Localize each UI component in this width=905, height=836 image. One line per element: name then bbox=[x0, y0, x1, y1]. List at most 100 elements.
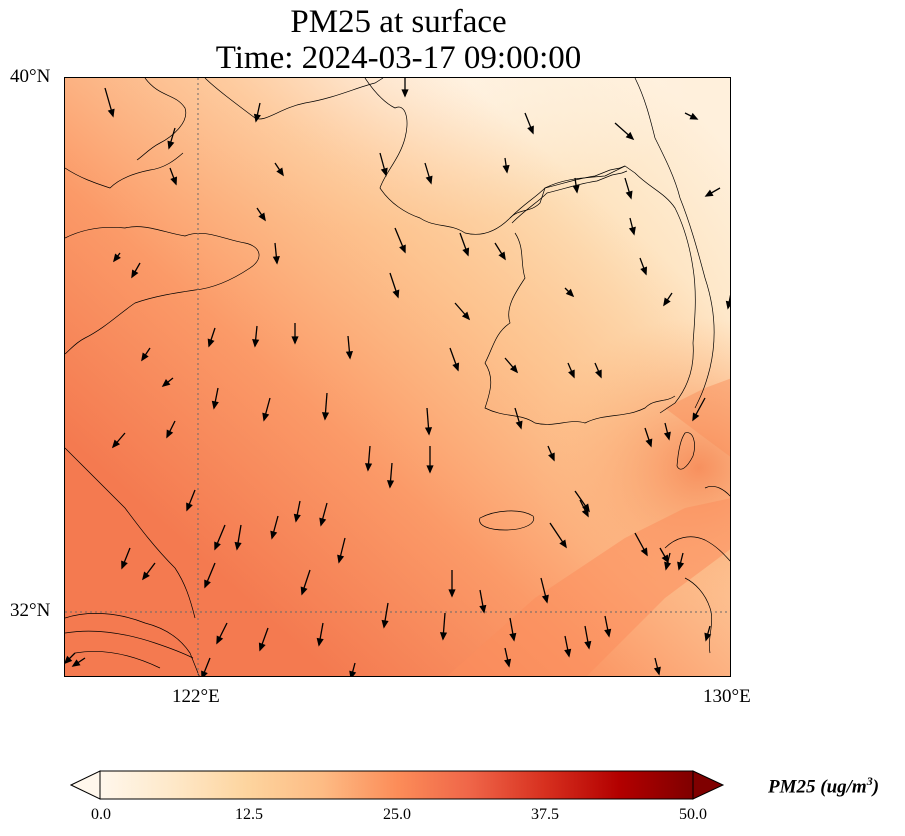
wind-arrow bbox=[131, 262, 141, 279]
wind-arrow bbox=[262, 397, 271, 422]
wind-arrow bbox=[634, 532, 648, 557]
wind-arrow bbox=[258, 627, 269, 652]
wind-arrow bbox=[514, 407, 523, 430]
wind-arrow bbox=[161, 377, 174, 388]
wind-arrow bbox=[448, 570, 456, 598]
wind-arrow bbox=[704, 625, 712, 642]
wind-arrow bbox=[207, 327, 216, 348]
wind-vectors bbox=[65, 78, 730, 676]
map-title-line2: Time: 2024-03-17 09:00:00 bbox=[215, 40, 582, 76]
wind-arrow bbox=[644, 427, 653, 448]
wind-arrow bbox=[113, 252, 121, 263]
wind-arrow bbox=[459, 232, 470, 257]
wind-arrow bbox=[454, 302, 471, 321]
wind-arrow bbox=[504, 647, 512, 668]
wind-arrow bbox=[253, 102, 261, 123]
wind-arrow bbox=[300, 569, 311, 596]
wind-arrow bbox=[389, 272, 400, 299]
wind-arrow bbox=[424, 407, 433, 436]
wind-arrow bbox=[71, 657, 86, 667]
colorbar-tick-25: 25.0 bbox=[383, 806, 411, 823]
wind-arrow bbox=[664, 552, 672, 571]
colorbar-extend-max bbox=[692, 770, 725, 800]
wind-arrow bbox=[547, 445, 555, 462]
wind-arrow bbox=[584, 625, 592, 650]
wind-arrow bbox=[540, 577, 549, 604]
wind-arrow bbox=[426, 446, 434, 474]
wind-arrow bbox=[639, 257, 648, 276]
wind-arrow bbox=[394, 227, 406, 254]
wind-arrow bbox=[725, 294, 730, 310]
wind-arrow bbox=[449, 347, 460, 372]
wind-arrow bbox=[104, 87, 115, 118]
coastline-north-china bbox=[65, 78, 511, 235]
wind-arrow bbox=[293, 500, 301, 523]
coastline-jiangsu bbox=[65, 447, 200, 676]
pm25-field bbox=[65, 78, 730, 676]
wind-arrow bbox=[121, 547, 131, 570]
wind-arrow bbox=[256, 207, 266, 222]
wind-arrow bbox=[653, 657, 661, 676]
coastline-shandong bbox=[65, 226, 260, 355]
wind-arrow bbox=[659, 547, 669, 564]
wind-arrow bbox=[479, 589, 487, 614]
wind-arrow bbox=[319, 502, 328, 527]
wind-arrow bbox=[692, 397, 706, 422]
lat-label-40n: 40°N bbox=[10, 66, 51, 87]
wind-arrow bbox=[321, 392, 330, 421]
wind-arrow bbox=[401, 78, 409, 98]
wind-arrow bbox=[214, 524, 226, 551]
colorbar-label: PM25 (ug/m3) bbox=[768, 774, 880, 798]
wind-arrow bbox=[386, 462, 395, 489]
coastline-kyushu bbox=[664, 485, 730, 654]
map-panel[interactable] bbox=[64, 77, 731, 677]
wind-arrow bbox=[663, 292, 673, 307]
wind-arrow bbox=[272, 242, 280, 265]
wind-arrow bbox=[524, 112, 534, 135]
wind-arrow bbox=[141, 347, 151, 362]
colorbar-tick-12-5: 12.5 bbox=[235, 806, 263, 823]
wind-arrow bbox=[579, 499, 589, 518]
wind-arrow bbox=[439, 612, 448, 641]
lon-label-122e: 122°E bbox=[172, 686, 220, 707]
wind-arrow bbox=[663, 422, 671, 441]
wind-arrow bbox=[572, 177, 580, 194]
wind-arrow bbox=[379, 152, 388, 177]
wind-arrow bbox=[594, 362, 602, 379]
wind-arrow bbox=[345, 335, 353, 360]
coastline-korea-south bbox=[484, 232, 676, 425]
wind-arrow bbox=[564, 635, 572, 658]
wind-arrow bbox=[234, 524, 242, 551]
colorbar bbox=[70, 770, 725, 800]
wind-arrow bbox=[316, 622, 324, 647]
coastlines bbox=[65, 78, 730, 676]
wind-arrow bbox=[166, 420, 176, 439]
colorbar-extend-min bbox=[70, 770, 101, 800]
wind-arrow bbox=[211, 387, 219, 410]
wind-arrow bbox=[291, 323, 299, 345]
wind-arrow bbox=[274, 162, 284, 177]
coastline-tsushima bbox=[676, 432, 695, 470]
wind-arrow bbox=[252, 325, 260, 348]
wind-arrow bbox=[614, 122, 635, 141]
colorbar-tick-0: 0.0 bbox=[91, 806, 111, 823]
lat-label-32n: 32°N bbox=[10, 600, 51, 621]
wind-arrow bbox=[65, 652, 76, 664]
wind-arrow bbox=[494, 242, 506, 261]
wind-arrow bbox=[628, 217, 636, 236]
wind-arrow bbox=[424, 162, 433, 185]
wind-arrow bbox=[567, 362, 575, 379]
coastline-jeju bbox=[479, 510, 535, 531]
map-canvas bbox=[65, 78, 730, 676]
wind-arrow bbox=[381, 602, 389, 629]
coastline-yangtze bbox=[65, 630, 194, 669]
wind-arrow bbox=[604, 615, 612, 638]
gridlines bbox=[65, 78, 730, 676]
wind-arrow bbox=[337, 537, 346, 564]
wind-arrow bbox=[677, 552, 685, 571]
wind-arrow bbox=[349, 662, 357, 676]
wind-arrow bbox=[502, 157, 510, 174]
wind-arrow bbox=[504, 357, 519, 374]
lon-label-130e: 130°E bbox=[703, 686, 751, 707]
wind-arrow bbox=[684, 112, 699, 120]
